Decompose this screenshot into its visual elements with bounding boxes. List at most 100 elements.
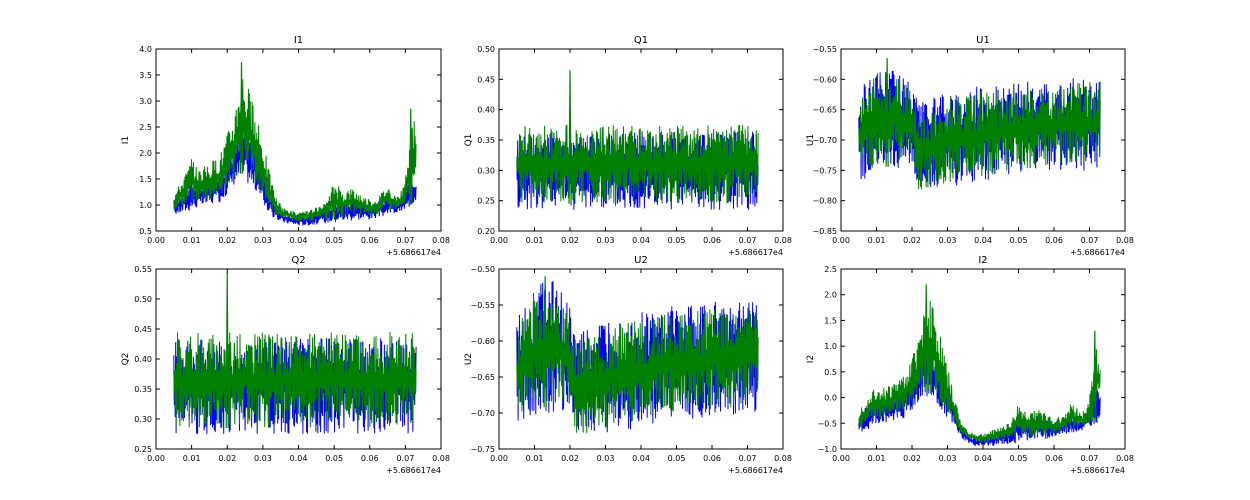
y-tick-label: −0.65 bbox=[470, 373, 495, 382]
subplot-i2: 0.00 0.01 0.02 0.03 0.04 0.05 0.06 0.07 0.08 −1.0… bbox=[806, 255, 1134, 475]
x-tick-label: 0.04 bbox=[632, 454, 650, 463]
plot-lines bbox=[516, 276, 759, 434]
y-axis-label: U1 bbox=[806, 134, 816, 146]
y-tick-label: 0.50 bbox=[477, 45, 495, 54]
x-tick-label: 0.01 bbox=[526, 454, 544, 463]
y-tick-label: −1.0 bbox=[818, 445, 837, 454]
y-tick-label: 0.35 bbox=[477, 136, 495, 145]
y-tick-label: 0.30 bbox=[477, 166, 495, 175]
x-tick-label: 0.02 bbox=[903, 236, 921, 245]
subplot-q2: 0.00 0.01 0.02 0.03 0.04 0.05 0.06 0.07 0.08 0.25… bbox=[121, 255, 450, 475]
x-tick-label: 0.00 bbox=[832, 236, 850, 245]
y-tick-label: 0.40 bbox=[477, 106, 495, 115]
plot-lines bbox=[173, 271, 417, 434]
x-tick-label: 0.03 bbox=[597, 236, 615, 245]
spike-1 bbox=[1093, 330, 1097, 421]
series-line-green bbox=[516, 287, 759, 434]
spike-0 bbox=[543, 276, 547, 408]
x-offset-label: +5.686617e4 bbox=[386, 248, 441, 257]
x-tick-label: 0.07 bbox=[1081, 236, 1099, 245]
x-tick-label: 0.02 bbox=[561, 236, 579, 245]
spike-0 bbox=[568, 70, 572, 204]
x-tick-label: 0.05 bbox=[325, 236, 343, 245]
subplot-u2: 0.00 0.01 0.02 0.03 0.04 0.05 0.06 0.07 0.08 −0.7… bbox=[464, 255, 792, 475]
series-line-green bbox=[858, 297, 1101, 443]
y-tick-label: 1.5 bbox=[139, 175, 152, 184]
x-tick-label: 0.06 bbox=[361, 454, 379, 463]
y-tick-label: 3.5 bbox=[139, 71, 152, 80]
x-tick-label: 0.00 bbox=[147, 454, 165, 463]
x-tick-label: 0.03 bbox=[939, 236, 957, 245]
x-tick-label: 0.02 bbox=[903, 454, 921, 463]
subplot-title: I2 bbox=[978, 255, 987, 266]
y-tick-label: −0.75 bbox=[470, 445, 495, 454]
y-tick-label: −0.80 bbox=[812, 197, 837, 206]
x-tick-label: 0.06 bbox=[703, 236, 721, 245]
y-axis-label: I2 bbox=[806, 355, 816, 363]
y-tick-label: 0.45 bbox=[477, 75, 495, 84]
x-tick-label: 0.02 bbox=[218, 236, 236, 245]
x-tick-label: 0.03 bbox=[254, 236, 272, 245]
x-offset-label: +5.686617e4 bbox=[728, 248, 783, 257]
y-tick-label: 0.55 bbox=[134, 265, 152, 274]
y-tick-label: −0.75 bbox=[812, 166, 837, 175]
x-tick-label: 0.07 bbox=[396, 236, 414, 245]
y-tick-label: 0.45 bbox=[134, 325, 152, 334]
spike-0 bbox=[239, 61, 244, 174]
x-tick-label: 0.06 bbox=[1045, 454, 1063, 463]
y-tick-label: −0.55 bbox=[470, 301, 495, 310]
x-tick-label: 0.00 bbox=[490, 454, 508, 463]
y-tick-label: 0.25 bbox=[477, 197, 495, 206]
x-tick-label: 0.08 bbox=[432, 236, 450, 245]
x-tick-label: 0.04 bbox=[974, 236, 992, 245]
x-tick-label: 0.02 bbox=[561, 454, 579, 463]
y-tick-label: 0.35 bbox=[134, 385, 152, 394]
x-tick-label: 0.08 bbox=[432, 454, 450, 463]
series-line-green bbox=[516, 124, 759, 204]
x-tick-label: 0.04 bbox=[632, 236, 650, 245]
subplot-title: I1 bbox=[294, 35, 303, 46]
y-tick-label: 0.40 bbox=[134, 355, 152, 364]
x-tick-label: 0.07 bbox=[739, 454, 757, 463]
y-axis-label: U2 bbox=[464, 353, 474, 365]
y-tick-label: 4.0 bbox=[139, 45, 152, 54]
series-line-green bbox=[858, 73, 1101, 190]
x-tick-label: 0.04 bbox=[290, 236, 308, 245]
y-tick-label: −0.50 bbox=[470, 265, 495, 274]
x-tick-label: 0.04 bbox=[290, 454, 308, 463]
x-offset-label: +5.686617e4 bbox=[386, 466, 441, 475]
spike-0 bbox=[885, 58, 889, 167]
y-tick-label: 3.0 bbox=[139, 97, 152, 106]
x-tick-label: 0.06 bbox=[703, 454, 721, 463]
y-tick-label: −0.60 bbox=[470, 337, 495, 346]
x-tick-label: 0.05 bbox=[668, 236, 686, 245]
subplot-u1: 0.00 0.01 0.02 0.03 0.04 0.05 0.06 0.07 0.08 −0.8… bbox=[806, 35, 1134, 257]
plot-lines bbox=[858, 58, 1101, 190]
y-tick-label: 0.5 bbox=[139, 227, 152, 236]
spike-0 bbox=[924, 284, 928, 393]
x-tick-label: 0.08 bbox=[774, 454, 792, 463]
series-line-green bbox=[173, 79, 417, 222]
x-tick-label: 0.07 bbox=[739, 236, 757, 245]
y-tick-label: 0.25 bbox=[134, 445, 152, 454]
plot-lines bbox=[516, 70, 759, 210]
x-tick-label: 0.00 bbox=[490, 236, 508, 245]
spike-1 bbox=[409, 108, 413, 204]
x-tick-label: 0.01 bbox=[526, 236, 544, 245]
y-tick-label: −0.70 bbox=[470, 409, 495, 418]
x-tick-label: 0.05 bbox=[668, 454, 686, 463]
x-tick-label: 0.05 bbox=[1010, 454, 1028, 463]
subplot-i1: 0.00 0.01 0.02 0.03 0.04 0.05 0.06 0.07 0.08 0.5 1… bbox=[121, 35, 450, 257]
y-tick-label: 2.0 bbox=[139, 149, 152, 158]
y-tick-label: 0.20 bbox=[477, 227, 495, 236]
x-offset-label: +5.686617e4 bbox=[1070, 466, 1125, 475]
y-tick-label: −0.65 bbox=[812, 106, 837, 115]
x-tick-label: 0.05 bbox=[325, 454, 343, 463]
plot-lines bbox=[173, 61, 417, 226]
y-tick-label: 1.0 bbox=[139, 201, 152, 210]
subplot-q1: 0.00 0.01 0.02 0.03 0.04 0.05 0.06 0.07 0.08 0.20… bbox=[464, 35, 792, 257]
x-tick-label: 0.01 bbox=[183, 236, 201, 245]
x-tick-label: 0.06 bbox=[361, 236, 379, 245]
x-tick-label: 0.06 bbox=[1045, 236, 1063, 245]
